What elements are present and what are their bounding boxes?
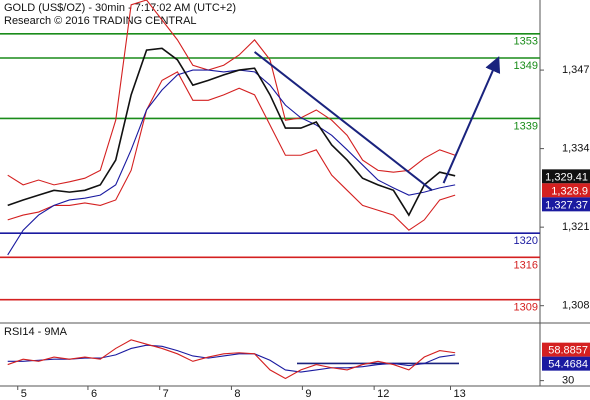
trendline [253,51,433,192]
price-marker-label: 1,327.37 [545,199,588,211]
y-tick-label: 1,334 [562,143,590,155]
x-tick-label: 8 [234,388,240,400]
level-label: 1349 [514,60,538,72]
y-tick-label: 1,347 [562,64,590,76]
price-marker-label: 58.8857 [548,345,588,357]
rsi-title: RSI14 - 9MA [4,326,68,338]
x-tick-label: 6 [91,388,97,400]
level-label: 1316 [514,259,538,271]
chart-subtitle: Research © 2016 TRADING CENTRAL [4,15,197,27]
level-label: 1339 [514,120,538,132]
price-marker [542,356,590,371]
x-tick-label: 5 [21,388,27,400]
series-line [7,47,456,217]
series-line [7,344,456,373]
price-marker-label: 1,329.41 [545,171,588,183]
level-label: 1320 [514,235,538,247]
x-tick-label: 13 [454,388,466,400]
price-marker [542,342,590,357]
x-tick-label: 7 [163,388,169,400]
y-tick-label: 1,308 [562,300,590,312]
price-marker [542,183,590,198]
chart-title: GOLD (US$/OZ) - 30min - 7:17:02 AM (UTC+… [4,2,236,14]
x-tick-label: 12 [377,388,389,400]
series-line [7,71,456,231]
x-tick-label: 9 [305,388,311,400]
price-marker-label: 1,328.9 [551,185,588,197]
price-marker [542,197,590,212]
level-label: 1309 [514,302,538,314]
series-line [7,69,456,256]
level-label: 1353 [514,36,538,48]
price-marker [542,169,590,184]
trendline [442,56,501,184]
price-marker-label: 54.4684 [548,359,588,371]
series-line [7,0,456,186]
series-line [7,339,456,380]
y-tick-label: 30 [562,375,574,387]
y-tick-label: 1,321 [562,221,590,233]
